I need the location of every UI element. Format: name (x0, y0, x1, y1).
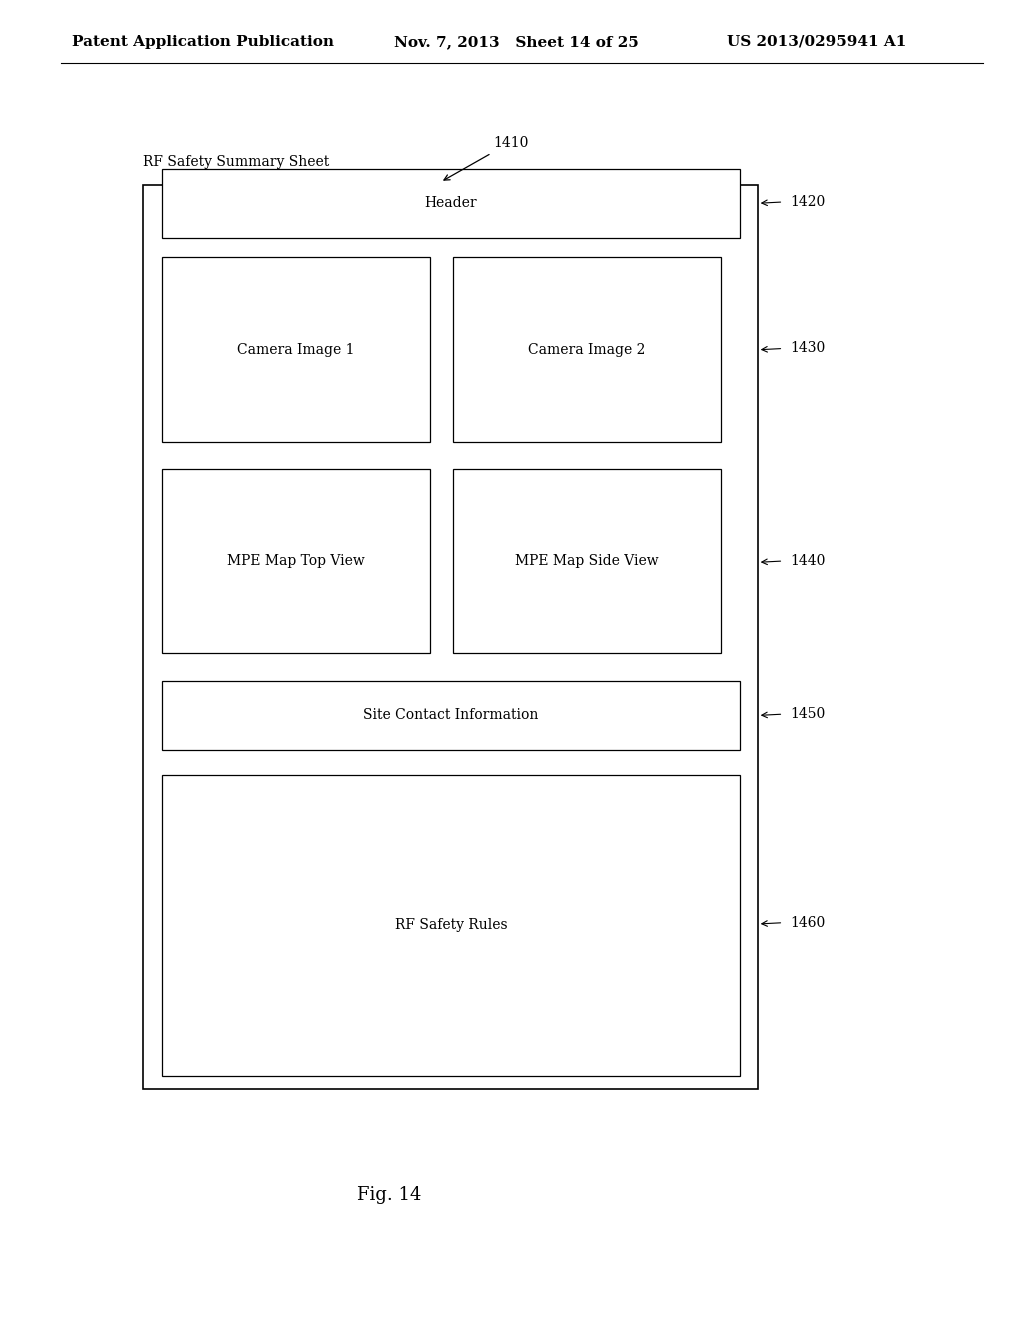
Text: RF Safety Summary Sheet: RF Safety Summary Sheet (143, 154, 330, 169)
Text: Camera Image 2: Camera Image 2 (528, 343, 645, 356)
Bar (453, 257, 721, 442)
Text: 1420: 1420 (791, 195, 825, 209)
Text: 1440: 1440 (791, 554, 826, 568)
Text: Header: Header (425, 197, 477, 210)
Text: US 2013/0295941 A1: US 2013/0295941 A1 (727, 34, 906, 49)
Text: Patent Application Publication: Patent Application Publication (72, 34, 334, 49)
Text: MPE Map Side View: MPE Map Side View (515, 554, 658, 568)
Text: Site Contact Information: Site Contact Information (364, 709, 539, 722)
Bar (453, 469, 721, 653)
Text: Camera Image 1: Camera Image 1 (238, 343, 354, 356)
Text: 1430: 1430 (791, 342, 825, 355)
Text: 1450: 1450 (791, 708, 825, 721)
Text: Fig. 14: Fig. 14 (357, 1185, 421, 1204)
Bar (162, 775, 740, 1076)
Bar (143, 185, 758, 1089)
Bar (162, 469, 430, 653)
Text: 1460: 1460 (791, 916, 825, 929)
Text: MPE Map Top View: MPE Map Top View (227, 554, 365, 568)
Text: RF Safety Rules: RF Safety Rules (395, 919, 507, 932)
Text: Nov. 7, 2013   Sheet 14 of 25: Nov. 7, 2013 Sheet 14 of 25 (394, 34, 639, 49)
Bar (162, 169, 740, 238)
Bar (162, 257, 430, 442)
Text: 1410: 1410 (494, 136, 529, 150)
Bar (162, 681, 740, 750)
